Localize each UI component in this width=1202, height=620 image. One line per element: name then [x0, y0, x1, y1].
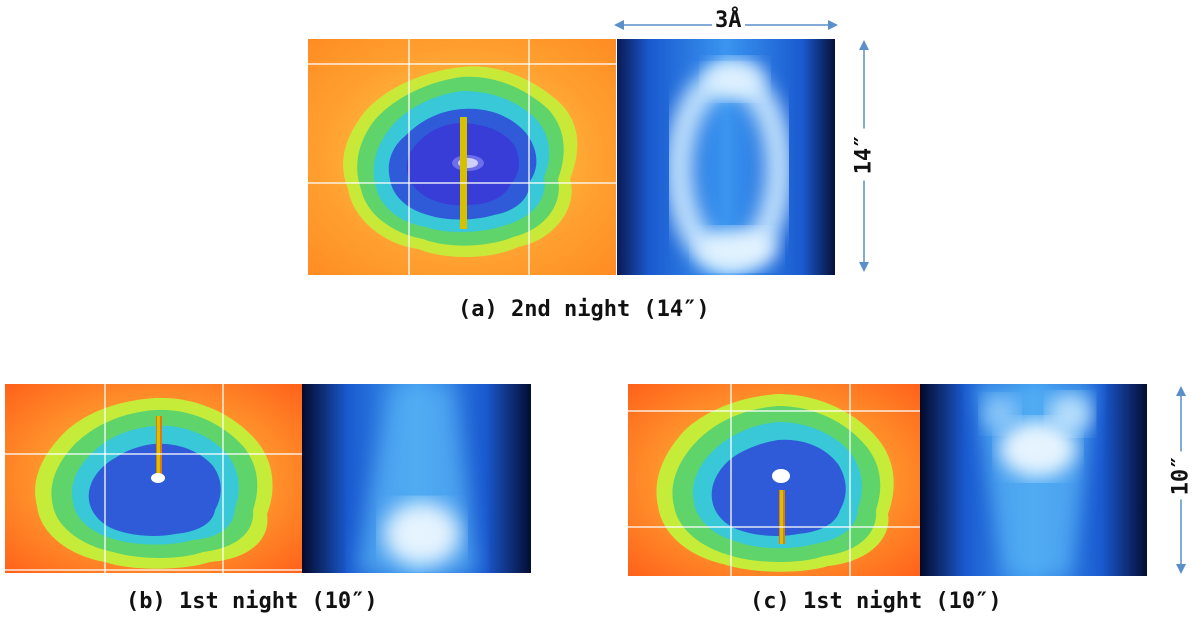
spectrum-image-a — [617, 39, 835, 275]
caption-a: (a) 2nd night (14″) — [458, 297, 710, 322]
nebula-image-b — [5, 384, 302, 573]
nebula-image-c — [628, 384, 920, 576]
caption-b: (b) 1st night (10″) — [126, 589, 378, 614]
spectrum-image-b — [302, 384, 531, 573]
wavelength-scale-label: 3Å — [712, 8, 745, 33]
caption-c: (c) 1st night (10″) — [750, 589, 1002, 614]
spatial-scale-label-c: 10″ — [1168, 451, 1194, 500]
spectrum-image-c — [920, 384, 1147, 576]
spatial-scale-label-a: 14″ — [851, 128, 877, 181]
nebula-image-a — [308, 39, 616, 275]
